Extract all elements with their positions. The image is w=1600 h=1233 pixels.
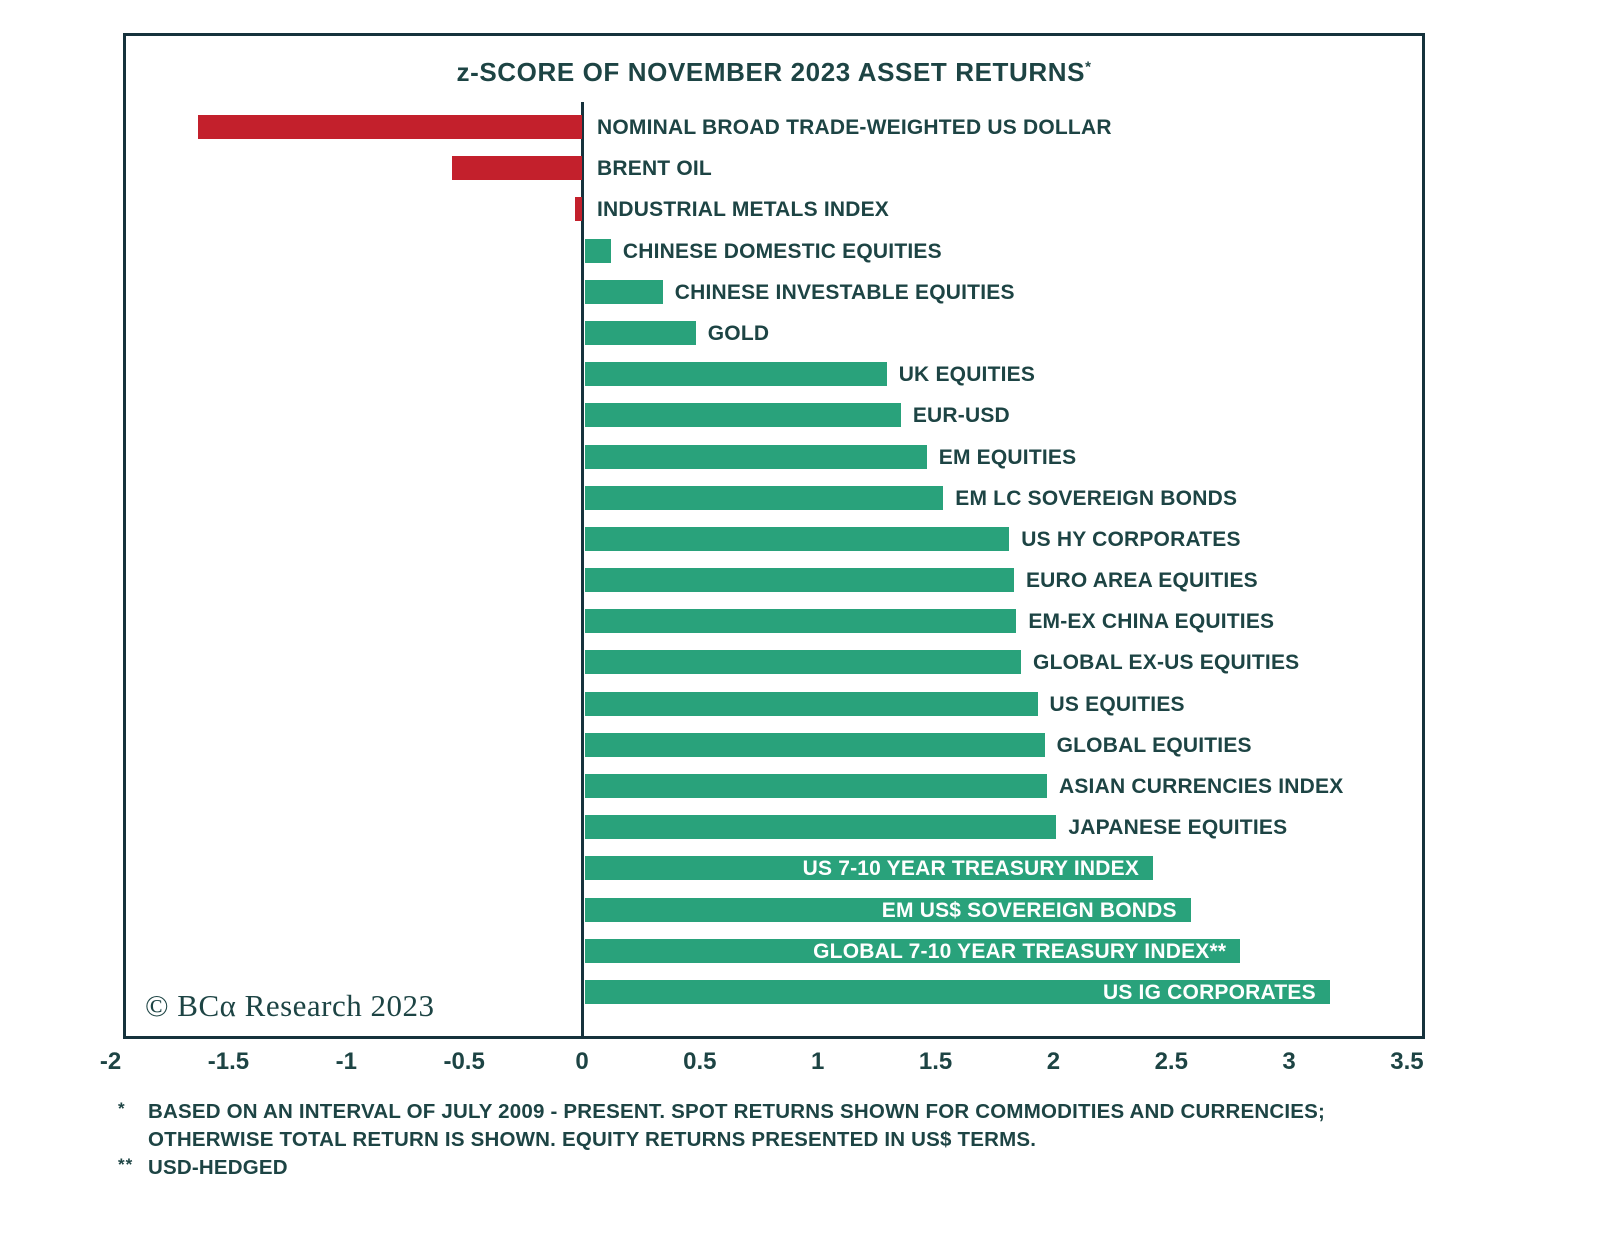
x-tick-label: 0.5 (683, 1048, 717, 1075)
bar (585, 320, 696, 345)
bar (585, 485, 944, 510)
bar-label: US IG CORPORATES (1102, 980, 1316, 1004)
bar-label: UK EQUITIES (898, 363, 1036, 387)
bar (574, 197, 582, 222)
footnote-1-text: BASED ON AN INTERVAL OF JULY 2009 - PRES… (148, 1100, 1326, 1151)
bar-label: GOLD (707, 321, 770, 345)
bar (197, 115, 582, 139)
bar-label: US 7-10 YEAR TREASURY INDEX (802, 857, 1140, 881)
bar-label: GLOBAL EQUITIES (1056, 733, 1252, 757)
x-tick-label: 2 (1046, 1048, 1061, 1075)
bar (585, 650, 1022, 675)
bar-label: EM EQUITIES (938, 445, 1077, 469)
bar (585, 238, 611, 263)
bar (585, 609, 1017, 634)
bar (585, 279, 663, 304)
bar-label: US HY CORPORATES (1021, 527, 1241, 551)
chart-title-text: z-SCORE OF NOVEMBER 2023 ASSET RETURNS (456, 57, 1086, 87)
bar (585, 732, 1045, 757)
copyright-text: © BCα Research 2023 (145, 988, 435, 1023)
bar-label: CHINESE DOMESTIC EQUITIES (622, 239, 942, 263)
bar-label: JAPANESE EQUITIES (1068, 816, 1288, 840)
bar-label: GLOBAL EX-US EQUITIES (1033, 651, 1300, 675)
x-tick-label: 1 (811, 1048, 825, 1075)
bar (585, 691, 1038, 716)
bar (585, 938, 1241, 963)
bar (585, 979, 1330, 1004)
bar-label: EURO AREA EQUITIES (1025, 569, 1258, 593)
bar-label: CHINESE INVESTABLE EQUITIES (674, 280, 1015, 304)
x-tick-label: -1 (335, 1048, 357, 1075)
chart-frame: z-SCORE OF NOVEMBER 2023 ASSET RETURNS* … (123, 33, 1425, 1039)
bar (585, 526, 1010, 551)
bar-label: US EQUITIES (1049, 692, 1185, 716)
x-tick-label: 0 (575, 1048, 589, 1075)
bar-label: EM-EX CHINA EQUITIES (1028, 610, 1275, 634)
bar (585, 568, 1014, 593)
footnotes: * BASED ON AN INTERVAL OF JULY 2009 - PR… (118, 1098, 1418, 1182)
bar (585, 815, 1057, 840)
bar (452, 156, 582, 181)
bar-label: EM LC SOVEREIGN BONDS (955, 486, 1238, 510)
bar-label: NOMINAL BROAD TRADE-WEIGHTED US DOLLAR (597, 116, 1112, 139)
x-axis-ticks: -2 -1.5 -1 -0.5 0 0.5 1 1.5 2 2.5 3 3.5 (0, 1048, 1600, 1082)
footnote-2-text: USD-HEDGED (148, 1156, 288, 1179)
footnote-2: ** USD-HEDGED (118, 1154, 1418, 1182)
chart-title: z-SCORE OF NOVEMBER 2023 ASSET RETURNS* (126, 57, 1422, 88)
bar (585, 403, 901, 428)
bar (585, 774, 1047, 799)
x-tick-label: -2 (99, 1048, 122, 1075)
bar (585, 362, 887, 387)
bar-label: EUR-USD (912, 404, 1010, 428)
bar (585, 897, 1191, 922)
bar-label: GLOBAL 7-10 YEAR TREASURY INDEX** (813, 939, 1227, 963)
bar-label: EM US$ SOVEREIGN BONDS (881, 898, 1177, 922)
footnote-2-marker: ** (118, 1155, 134, 1174)
x-tick-label: 3 (1282, 1048, 1296, 1075)
x-tick-label: 2.5 (1154, 1048, 1188, 1075)
x-tick-label: -0.5 (443, 1048, 485, 1075)
bar-label: INDUSTRIAL METALS INDEX (597, 198, 889, 222)
bar (585, 856, 1154, 881)
bar-label: ASIAN CURRENCIES INDEX (1058, 775, 1344, 799)
x-tick-label: 3.5 (1390, 1048, 1424, 1075)
zero-axis-line (581, 102, 584, 1036)
bar-label: BRENT OIL (597, 157, 712, 181)
bar (585, 444, 927, 469)
title-footnote-marker: * (1085, 58, 1092, 76)
footnote-1: * BASED ON AN INTERVAL OF JULY 2009 - PR… (118, 1098, 1418, 1154)
x-tick-label: -1.5 (207, 1048, 250, 1075)
x-tick-label: 1.5 (918, 1048, 953, 1075)
footnote-1-marker: * (118, 1099, 126, 1118)
